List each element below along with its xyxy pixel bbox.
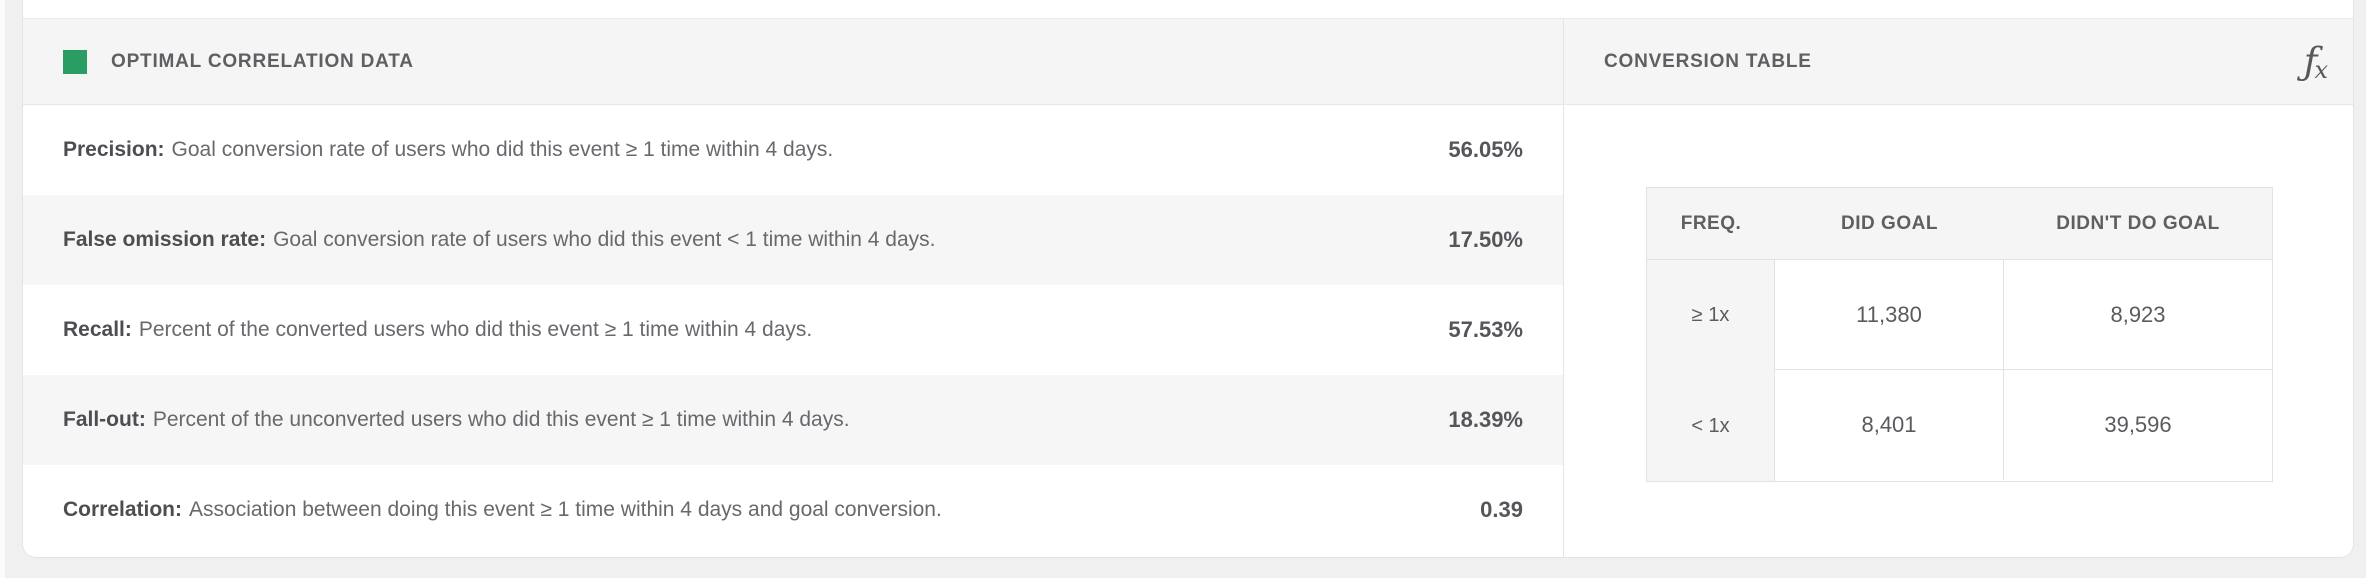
conversion-table-body: ≥ 1x < 1x 11,380 8,923 8,401 39 — [1647, 260, 2272, 481]
conversion-table-panel: CONVERSION TABLE ƒx FREQ. DID GOAL DIDN'… — [1564, 19, 2353, 557]
metric-description: Goal conversion rate of users who did th… — [273, 228, 936, 252]
optimal-correlation-panel: OPTIMAL CORRELATION DATA Precision: Goal … — [23, 19, 1564, 557]
metric-text: Recall: Percent of the converted users wh… — [63, 316, 812, 343]
metric-text: Correlation: Association between doing th… — [63, 496, 942, 523]
metric-row-fall-out: Fall-out: Percent of the unconverted user… — [23, 375, 1563, 465]
metric-description: Goal conversion rate of users who did th… — [171, 138, 834, 162]
metric-description: Association between doing this event ≥ 1… — [189, 498, 942, 522]
metric-value: 18.39% — [1448, 407, 1523, 432]
metric-label: Precision: — [63, 138, 165, 162]
freq-cell-lt-1x: < 1x — [1691, 414, 1730, 437]
conversion-data-grid: 11,380 8,923 8,401 39,596 — [1775, 260, 2272, 481]
column-header-didnt-do-goal: DIDN'T DO GOAL — [2056, 212, 2220, 234]
conversion-table-header-row: FREQ. DID GOAL DIDN'T DO GOAL — [1647, 188, 2272, 260]
metric-text: False omission rate: Goal conversion rate… — [63, 226, 936, 253]
cell-didnt-do-goal-lt-1x: 39,596 — [2104, 412, 2172, 437]
freq-column: ≥ 1x < 1x — [1647, 260, 1775, 481]
column-header-freq: FREQ. — [1680, 212, 1742, 234]
metric-description: Percent of the unconverted users who did… — [152, 408, 850, 432]
column-header-did-goal: DID GOAL — [1841, 212, 1938, 234]
metric-text: Fall-out: Percent of the unconverted user… — [63, 406, 850, 433]
metric-value: 0.39 — [1480, 497, 1523, 522]
optimal-correlation-header: OPTIMAL CORRELATION DATA — [23, 19, 1563, 105]
metric-value: 57.53% — [1448, 317, 1523, 342]
adjacent-card-edge — [0, 0, 5, 578]
table-row: 11,380 8,923 — [1775, 260, 2272, 370]
metric-label: Recall: — [63, 318, 132, 342]
metric-row-recall: Recall: Percent of the converted users wh… — [23, 285, 1563, 375]
formula-fx-icon[interactable]: ƒx — [2303, 40, 2331, 83]
metric-value: 17.50% — [1448, 227, 1523, 252]
metric-row-false-omission-rate: False omission rate: Goal conversion rate… — [23, 195, 1563, 285]
metric-description: Percent of the converted users who did t… — [138, 318, 813, 342]
conversion-table: FREQ. DID GOAL DIDN'T DO GOAL ≥ 1x < 1x — [1646, 187, 2273, 482]
metric-label: Fall-out: — [63, 408, 146, 432]
metric-value: 56.05% — [1448, 137, 1523, 162]
metric-row-correlation: Correlation: Association between doing th… — [23, 465, 1563, 555]
metric-row-precision: Precision: Goal conversion rate of users … — [23, 105, 1563, 195]
fx-x-glyph: x — [2314, 56, 2328, 84]
optimal-correlation-title: OPTIMAL CORRELATION DATA — [111, 50, 414, 72]
cell-didnt-do-goal-gte-1x: 8,923 — [2110, 301, 2166, 327]
metric-label: False omission rate: — [63, 228, 267, 252]
metric-text: Precision: Goal conversion rate of users … — [63, 136, 833, 163]
conversion-table-title: CONVERSION TABLE — [1604, 50, 1812, 72]
metric-label: Correlation: — [63, 498, 183, 522]
cell-did-goal-lt-1x: 8,401 — [1775, 370, 2004, 480]
conversion-table-header: CONVERSION TABLE ƒx — [1564, 19, 2353, 105]
metric-rows: Precision: Goal conversion rate of users … — [23, 105, 1563, 555]
fx-f-glyph: ƒ — [2303, 40, 2318, 83]
conversion-table-area: FREQ. DID GOAL DIDN'T DO GOAL ≥ 1x < 1x — [1564, 105, 2353, 557]
card-top-strip — [23, 0, 2353, 19]
freq-cell-gte-1x: ≥ 1x — [1691, 304, 1730, 326]
table-row: 8,401 39,596 — [1775, 370, 2272, 480]
event-legend-swatch-icon — [63, 49, 87, 74]
cell-did-goal-gte-1x: 11,380 — [1775, 260, 2004, 369]
report-card: OPTIMAL CORRELATION DATA Precision: Goal … — [22, 0, 2354, 558]
